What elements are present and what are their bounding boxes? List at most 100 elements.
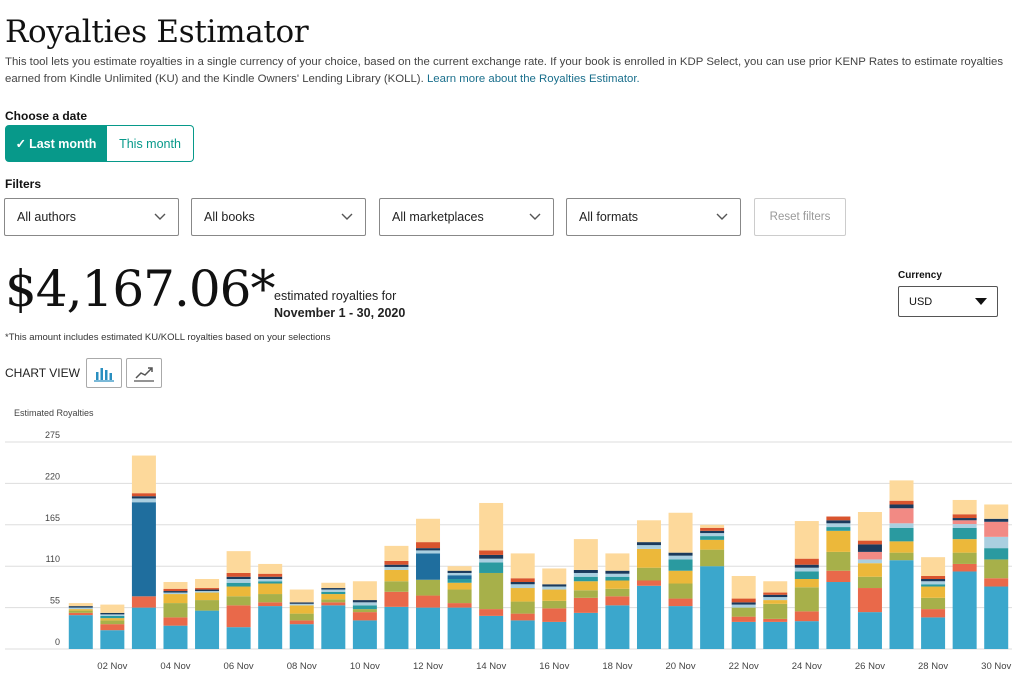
bar-segment — [826, 516, 851, 521]
bar-segment — [794, 621, 819, 649]
bar-segment — [952, 514, 977, 519]
chevron-down-icon — [341, 213, 353, 220]
bar-segment — [321, 582, 346, 589]
caption-line1: estimated royalties for — [274, 289, 397, 303]
bar-segment — [163, 603, 188, 618]
chart-view-label: CHART VIEW — [5, 366, 80, 380]
bar-segment — [289, 613, 314, 621]
bar-segment — [321, 589, 346, 592]
bar-segment — [100, 615, 125, 619]
reset-filters-button[interactable]: Reset filters — [754, 198, 846, 236]
line-chart-view-button[interactable] — [126, 358, 162, 388]
bar-segment — [510, 601, 535, 614]
bar-segment — [636, 542, 661, 546]
bar-segment — [163, 594, 188, 604]
bar-segment — [510, 582, 535, 585]
bar-segment — [731, 616, 756, 622]
bar-segment — [510, 584, 535, 589]
bar-segment — [952, 499, 977, 515]
bar-segment — [889, 508, 914, 524]
bar-segment — [258, 606, 283, 649]
chevron-down-icon — [716, 213, 728, 220]
bar-segment — [952, 518, 977, 521]
learn-more-link[interactable]: Learn more about the Royalties Estimator… — [426, 73, 640, 85]
bar-chart-view-button[interactable] — [86, 358, 122, 388]
bar-segment — [447, 589, 472, 604]
last-month-button[interactable]: ✓ Last month — [5, 125, 107, 162]
this-month-button[interactable]: This month — [107, 125, 194, 162]
bar-segment — [416, 553, 441, 580]
bar-segment — [163, 592, 188, 595]
bar-segment — [226, 578, 251, 583]
bar-segment — [131, 455, 156, 494]
y-tick-label: 220 — [45, 471, 60, 481]
bar-segment — [352, 620, 377, 649]
bar-segment — [889, 541, 914, 553]
bar-segment — [447, 575, 472, 579]
bar-segment — [100, 630, 125, 649]
bar-segment — [258, 602, 283, 607]
bar-segment — [352, 602, 377, 606]
bar-segment — [794, 611, 819, 622]
bar-segment — [984, 548, 1009, 560]
x-tick-label: 06 Nov — [224, 661, 254, 672]
bar-segment — [700, 566, 725, 649]
bar-segment — [700, 524, 725, 528]
bar-segment — [826, 520, 851, 524]
bar-segment — [195, 578, 220, 589]
line-chart-icon — [134, 367, 154, 382]
bar-segment — [731, 621, 756, 649]
bar-segment — [258, 581, 283, 584]
bar-segment — [258, 578, 283, 582]
bar-segment — [226, 551, 251, 573]
bar-segment — [636, 520, 661, 543]
bar-segment — [131, 596, 156, 608]
bar-segment — [763, 618, 788, 622]
authors-dropdown[interactable]: All authors — [4, 198, 179, 236]
bar-segment — [573, 569, 598, 573]
bar-segment — [479, 554, 504, 559]
bar-segment — [258, 583, 283, 595]
bar-segment — [289, 589, 314, 603]
bar-segment — [289, 620, 314, 625]
bar-segment — [605, 573, 630, 577]
bar-segment — [889, 527, 914, 542]
bar-segment — [479, 502, 504, 551]
bar-segment — [447, 578, 472, 583]
bar-segment — [573, 590, 598, 598]
bar-segment — [826, 551, 851, 571]
bar-segment — [416, 595, 441, 608]
bar-segment — [321, 588, 346, 590]
bar-segment — [921, 575, 946, 579]
bar-segment — [226, 605, 251, 628]
formats-dropdown-value: All formats — [579, 210, 639, 224]
bar-segment — [700, 539, 725, 550]
bar-segment — [352, 612, 377, 621]
bar-segment — [131, 493, 156, 497]
formats-dropdown[interactable]: All formats — [566, 198, 741, 236]
bar-segment — [226, 596, 251, 606]
marketplaces-dropdown-value: All marketplaces — [392, 210, 484, 224]
bar-segment — [605, 576, 630, 581]
books-dropdown[interactable]: All books — [191, 198, 366, 236]
bar-segment — [289, 603, 314, 606]
bar-segment — [384, 591, 409, 607]
bar-segment — [100, 618, 125, 621]
bar-segment — [542, 589, 567, 601]
bar-segment — [447, 570, 472, 573]
bar-segment — [195, 589, 220, 592]
bar-segment — [700, 527, 725, 531]
bar-segment — [952, 524, 977, 528]
currency-select[interactable]: USD — [898, 286, 998, 317]
bar-segment — [921, 581, 946, 585]
bar-segment — [321, 591, 346, 595]
x-tick-label: 20 Nov — [665, 661, 695, 672]
bar-segment — [479, 572, 504, 610]
bar-segment — [447, 603, 472, 608]
marketplaces-dropdown[interactable]: All marketplaces — [379, 198, 554, 236]
bar-segment — [952, 520, 977, 525]
y-tick-label: 110 — [46, 554, 60, 564]
bar-segment — [857, 559, 882, 564]
bar-segment — [384, 569, 409, 582]
bar-segment — [131, 498, 156, 503]
